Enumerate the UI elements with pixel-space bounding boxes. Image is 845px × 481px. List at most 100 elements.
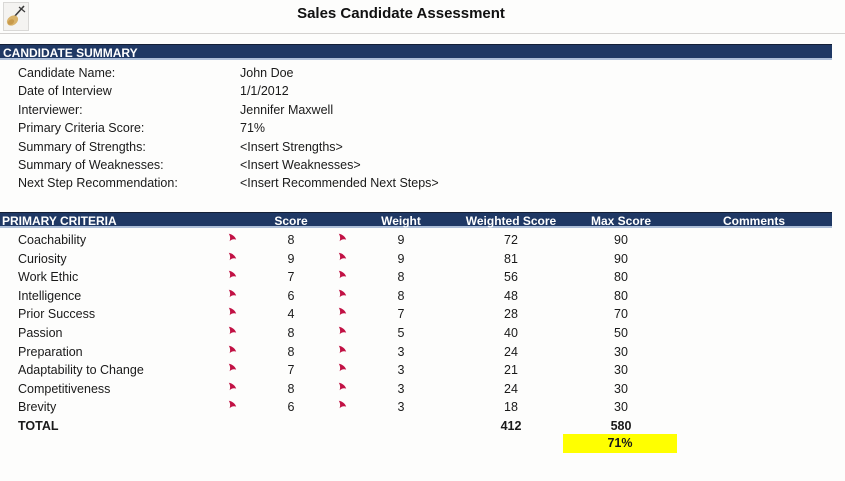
column-header-weighted-score: Weighted Score	[465, 214, 557, 228]
score-cell[interactable]: 9	[228, 250, 346, 269]
candidate-name-value[interactable]: John Doe	[240, 66, 294, 80]
comment-indicator-icon	[338, 289, 347, 298]
score-cell[interactable]: 4	[228, 305, 346, 324]
column-header-comments: Comments	[722, 214, 785, 228]
criterion-name: Intelligence	[18, 288, 82, 303]
score-cell[interactable]: 6	[228, 398, 346, 417]
table-row: Curiosity 9 9 81 90	[0, 250, 832, 269]
criterion-name: Preparation	[18, 344, 83, 359]
max-score-cell: 90	[614, 251, 628, 266]
score-cell[interactable]: 8	[228, 231, 346, 250]
table-row: Competitiveness 8 3 24 30	[0, 380, 832, 399]
total-weight-cell	[346, 417, 456, 436]
candidate-summary-header: CANDIDATE SUMMARY	[0, 44, 832, 60]
weighted-score-cell: 24	[504, 344, 518, 359]
primary-criteria-header: PRIMARY CRITERIA	[2, 214, 117, 228]
score-cell[interactable]: 8	[228, 343, 346, 362]
comments-cell[interactable]	[676, 268, 832, 287]
score-cell[interactable]: 8	[228, 324, 346, 343]
interview-date-value[interactable]: 1/1/2012	[240, 84, 289, 99]
weight-cell[interactable]: 8	[338, 287, 456, 306]
table-row: Prior Success 4 7 28 70	[0, 305, 832, 324]
score-cell[interactable]: 8	[228, 380, 346, 399]
paintbrush-icon[interactable]	[3, 2, 29, 31]
weighted-score-cell: 18	[504, 400, 518, 415]
weight-cell[interactable]: 7	[338, 305, 456, 324]
comments-cell[interactable]	[676, 398, 832, 417]
weighted-score-cell: 72	[504, 233, 518, 247]
comment-indicator-icon	[338, 345, 347, 354]
comments-cell[interactable]	[676, 231, 832, 250]
weighted-score-cell: 56	[504, 270, 518, 285]
criterion-name: Passion	[18, 325, 63, 340]
next-steps-placeholder[interactable]: <Insert Recommended Next Steps>	[240, 176, 439, 191]
field-label: Interviewer:	[18, 102, 83, 117]
weight-cell[interactable]: 3	[338, 343, 456, 362]
weight-cell[interactable]: 3	[338, 361, 456, 380]
field-label: Primary Criteria Score:	[18, 121, 145, 136]
criterion-name: Curiosity	[18, 251, 67, 266]
overall-percent-cell: 71%	[563, 434, 677, 453]
max-score-cell: 90	[614, 233, 628, 247]
primary-criteria-header-row: PRIMARY CRITERIA Score Weight Weighted S…	[0, 212, 832, 228]
criterion-name: Brevity	[18, 400, 57, 415]
table-row: Adaptability to Change 7 3 21 30	[0, 361, 832, 380]
comment-indicator-icon	[338, 382, 347, 391]
weight-cell[interactable]: 9	[338, 250, 456, 269]
column-header-score: Score	[274, 214, 308, 228]
score-cell[interactable]: 7	[228, 268, 346, 287]
weight-cell[interactable]: 5	[338, 324, 456, 343]
max-score-cell: 30	[614, 344, 628, 359]
comments-cell[interactable]	[676, 380, 832, 399]
criterion-name: Coachability	[18, 233, 87, 247]
field-label: Summary of Strengths:	[18, 139, 146, 154]
weight-cell[interactable]: 8	[338, 268, 456, 287]
table-row: Preparation 8 3 24 30	[0, 343, 832, 362]
comments-cell[interactable]	[676, 361, 832, 380]
comment-indicator-icon	[228, 289, 237, 298]
table-row: Intelligence 6 8 48 80	[0, 287, 832, 306]
weight-cell[interactable]: 9	[338, 231, 456, 250]
interviewer-value[interactable]: Jennifer Maxwell	[240, 102, 334, 117]
score-cell[interactable]: 6	[228, 287, 346, 306]
max-score-cell: 30	[614, 381, 628, 396]
weaknesses-placeholder[interactable]: <Insert Weaknesses>	[240, 157, 361, 172]
comment-indicator-icon	[228, 233, 237, 242]
weight-cell[interactable]: 3	[338, 398, 456, 417]
summary-row: Primary Criteria Score: 71%	[0, 119, 832, 137]
comment-indicator-icon	[338, 400, 347, 409]
primary-criteria-score-value: 71%	[240, 121, 266, 136]
total-row: TOTAL 412 580	[0, 417, 832, 436]
weighted-score-cell: 48	[504, 288, 518, 303]
criterion-name: Work Ethic	[18, 270, 79, 285]
comments-cell	[676, 417, 832, 436]
page-title: Sales Candidate Assessment	[297, 5, 505, 22]
weight-cell[interactable]: 3	[338, 380, 456, 399]
comment-indicator-icon	[338, 270, 347, 279]
comments-cell[interactable]	[676, 324, 832, 343]
strengths-placeholder[interactable]: <Insert Strengths>	[240, 139, 343, 154]
table-row: Brevity 6 3 18 30	[0, 398, 832, 417]
table-row: Passion 8 5 40 50	[0, 324, 832, 343]
comment-indicator-icon	[338, 252, 347, 261]
criterion-name: Prior Success	[18, 307, 96, 322]
comments-cell[interactable]	[676, 287, 832, 306]
comment-indicator-icon	[228, 400, 237, 409]
column-header-max-score: Max Score	[590, 214, 652, 228]
table-row: Coachability 8 9 72 90	[0, 231, 832, 250]
candidate-summary-section: Candidate Name: John Doe Date of Intervi…	[0, 64, 832, 193]
criterion-name: Competitiveness	[18, 381, 111, 396]
comment-indicator-icon	[338, 307, 347, 316]
weighted-score-cell: 81	[504, 251, 518, 266]
summary-row: Next Step Recommendation: <Insert Recomm…	[0, 174, 832, 192]
score-cell[interactable]: 7	[228, 361, 346, 380]
total-score-cell	[236, 417, 346, 436]
comment-indicator-icon	[228, 307, 237, 316]
comments-cell[interactable]	[676, 343, 832, 362]
max-score-cell: 50	[614, 325, 628, 340]
comments-cell[interactable]	[676, 305, 832, 324]
comments-cell[interactable]	[676, 250, 832, 269]
primary-criteria-table: Coachability 8 9 72 90 Curiosity 9 9 81 90 Work Et…	[0, 231, 832, 436]
field-label: Candidate Name:	[18, 66, 116, 80]
comment-indicator-icon	[338, 363, 347, 372]
